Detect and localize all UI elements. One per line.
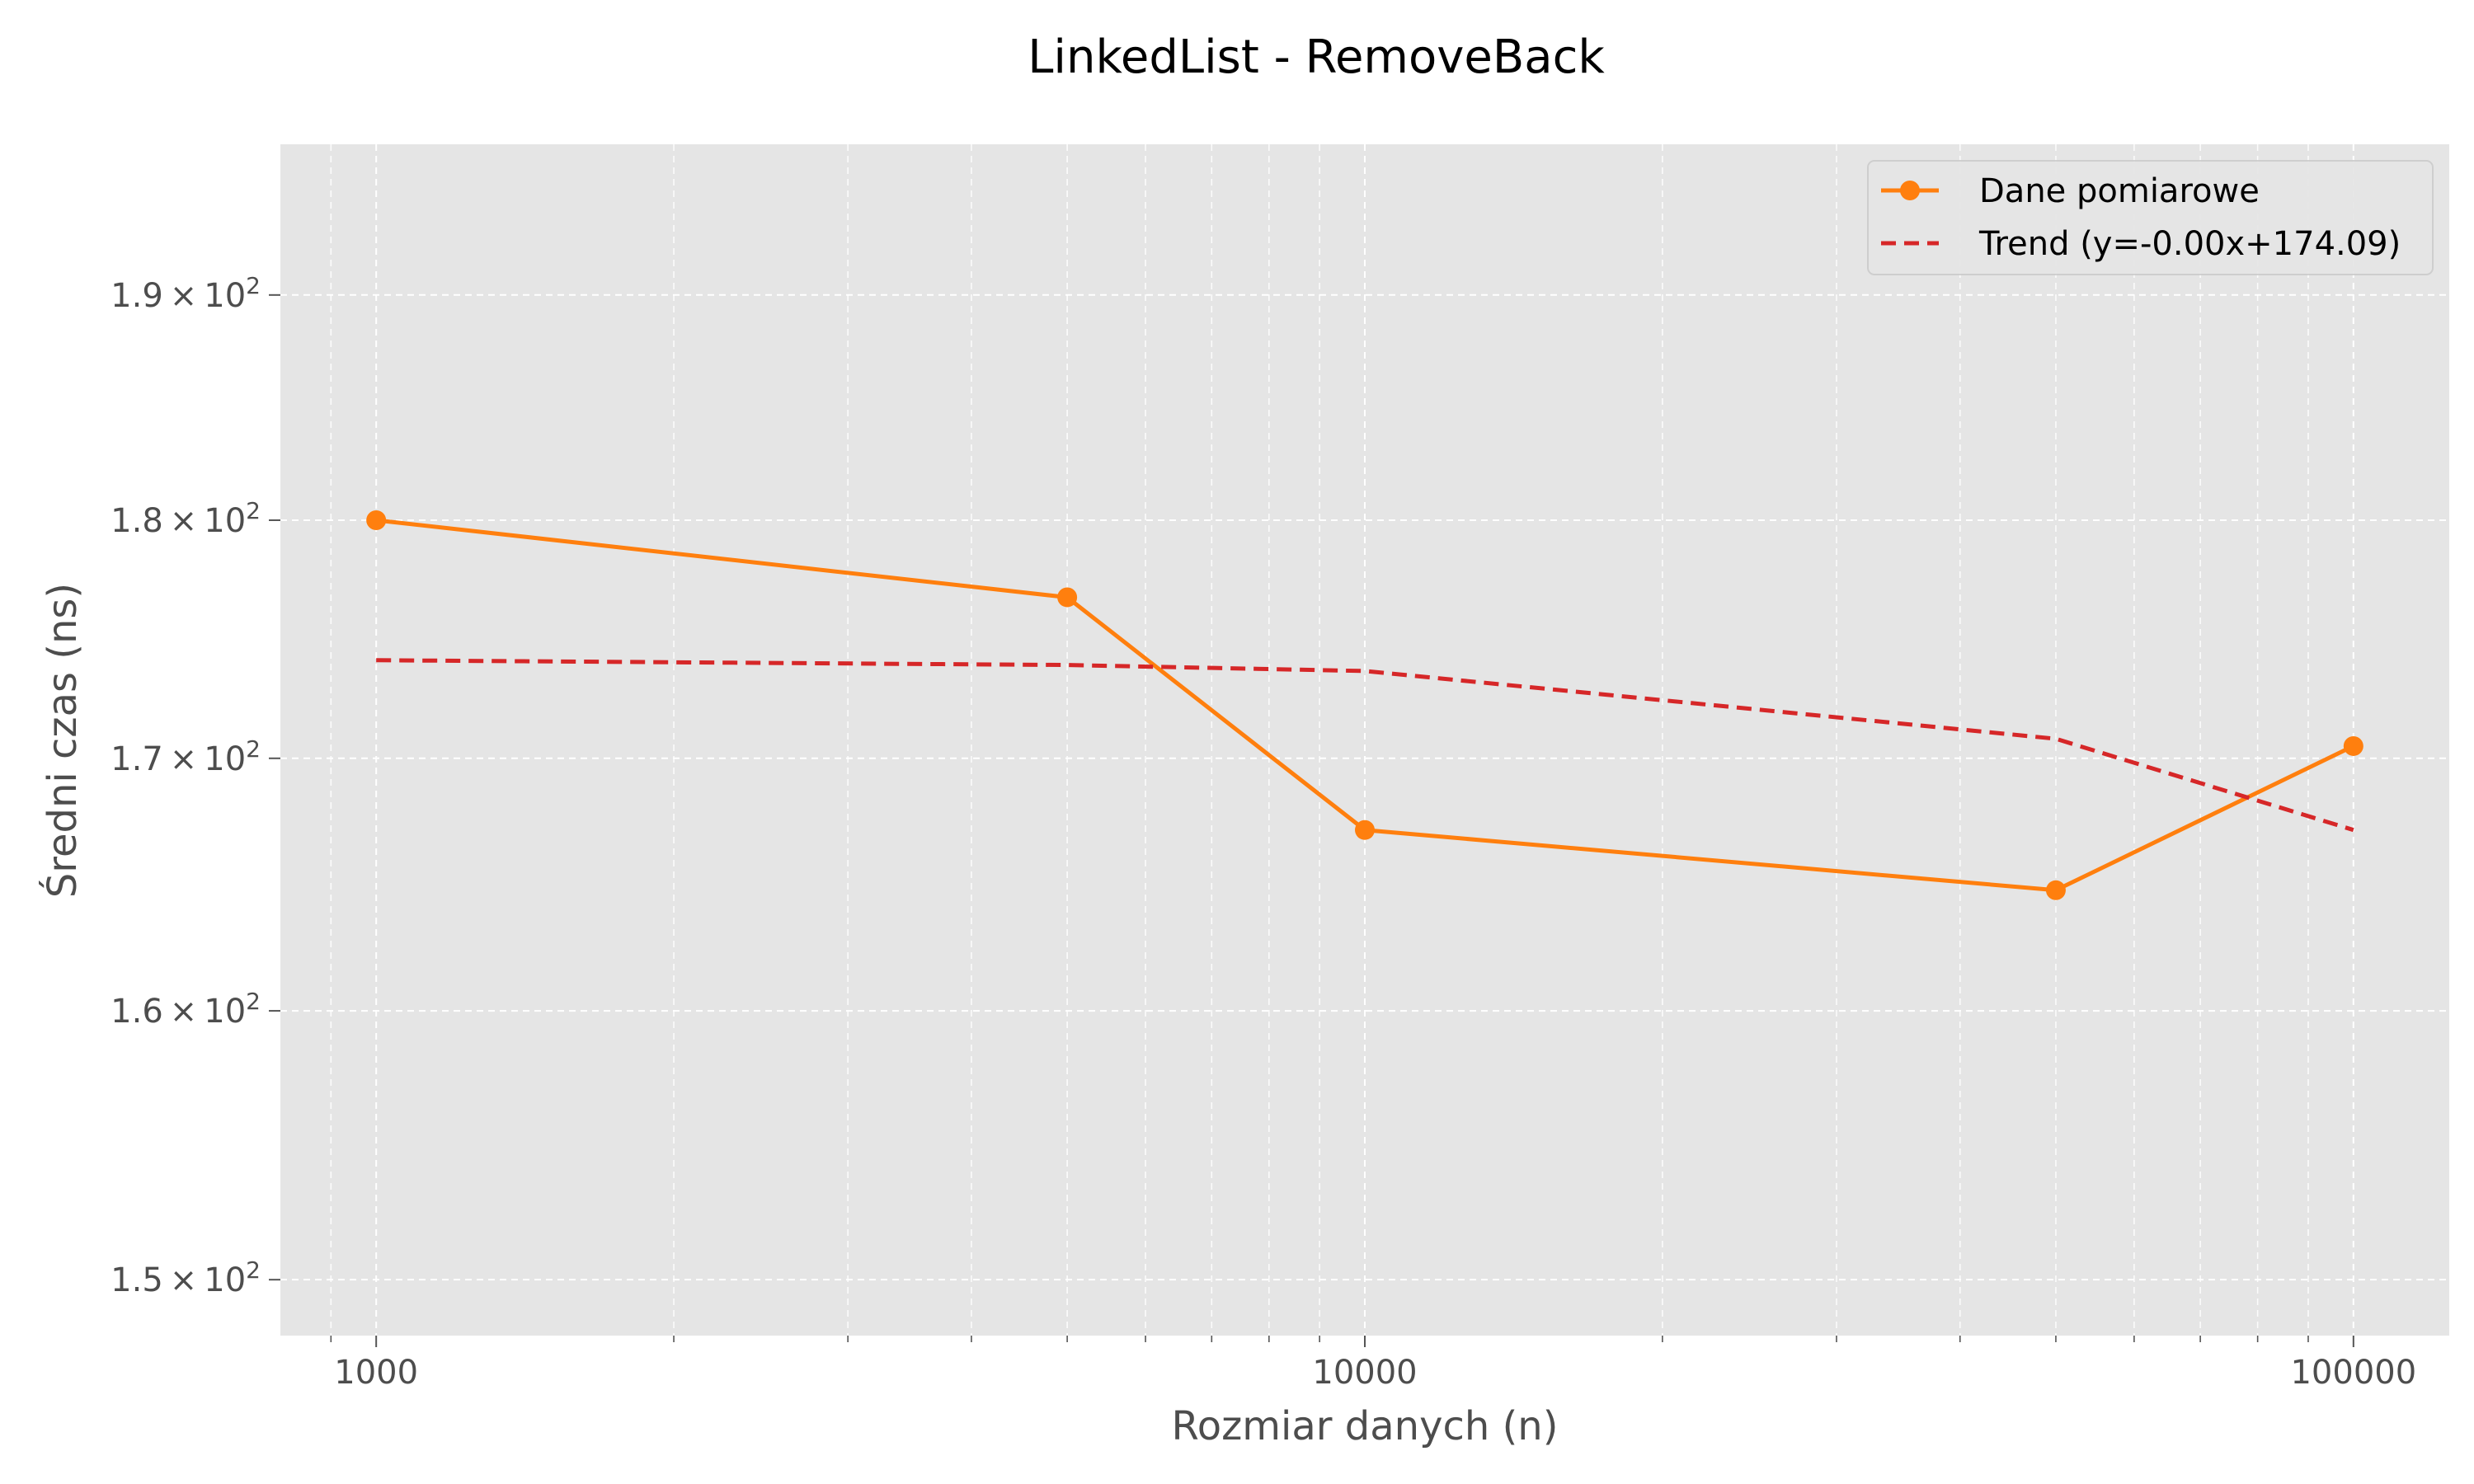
legend-marker — [1900, 181, 1920, 200]
series-point-1 — [366, 510, 387, 530]
x-tick-label: 100000 — [2290, 1354, 2416, 1392]
chart-title: LinkedList - RemoveBack — [1028, 31, 1605, 84]
series-point-1 — [1057, 587, 1078, 608]
y-tick-label: 1.8 × 102 — [111, 497, 261, 540]
legend-box — [1867, 160, 2434, 275]
x-tick-label: 1000 — [334, 1354, 418, 1392]
y-tick-label: 1.7 × 102 — [111, 735, 261, 778]
series-line-2 — [376, 658, 2354, 833]
grid — [280, 144, 2449, 1336]
legend-label: Trend (y=-0.00x+174.09) — [1978, 225, 2401, 263]
x-tick-label: 10000 — [1312, 1354, 1417, 1392]
series-layer — [366, 510, 2363, 900]
legend: Dane pomiarowe Trend (y=-0.00x+174.09) — [1867, 160, 2434, 275]
axes: 1000 10000 100000 1.5 × 102 1.6 × 102 1.7 × 1… — [111, 272, 2416, 1392]
y-axis-label: Średni czas (ns) — [39, 583, 86, 898]
y-tick-label: 1.5 × 102 — [111, 1256, 261, 1299]
series-point-1 — [1355, 819, 1375, 840]
y-tick-label: 1.6 × 102 — [111, 988, 261, 1031]
x-axis-label: Rozmiar danych (n) — [1172, 1403, 1559, 1449]
series-point-1 — [2343, 735, 2363, 756]
series-point-1 — [2045, 880, 2066, 900]
y-tick-label: 1.9 × 102 — [111, 272, 261, 315]
legend-label: Dane pomiarowe — [1979, 172, 2260, 210]
